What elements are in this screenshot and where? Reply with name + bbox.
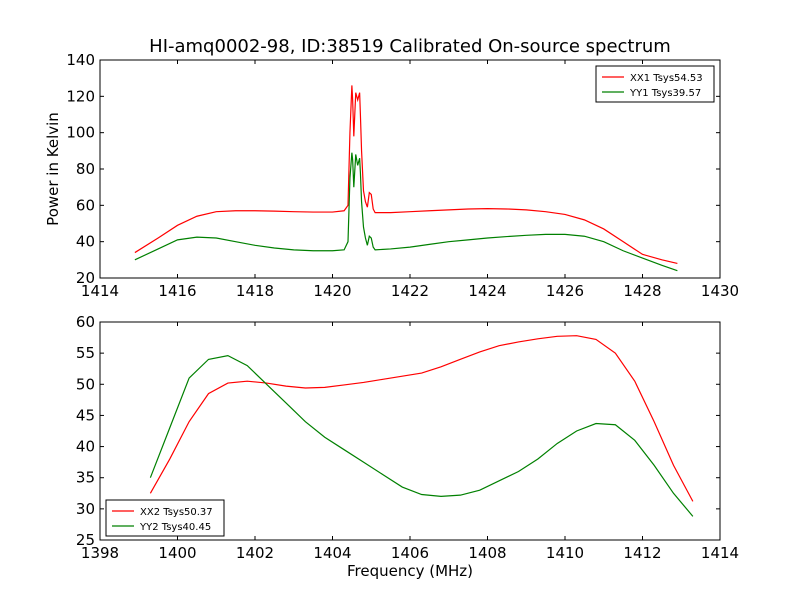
y-tick-label: 80	[76, 160, 95, 178]
series-line-yy	[149, 355, 694, 517]
x-axis-label: Frequency (MHz)	[347, 562, 473, 580]
y-tick-label: 60	[76, 313, 95, 331]
y-tick-label: 100	[66, 124, 95, 142]
x-tick-label: 1430	[701, 282, 739, 300]
legend-entry: YY2 Tsys40.45	[139, 522, 211, 533]
y-tick-label: 120	[66, 87, 95, 105]
x-tick-label: 1428	[623, 282, 661, 300]
y-tick-label: 40	[76, 438, 95, 456]
series-line-xx	[134, 85, 678, 265]
x-tick-label: 1418	[236, 282, 274, 300]
y-tick-label: 20	[76, 269, 95, 287]
x-tick-label: 1414	[81, 282, 119, 300]
x-tick-label: 1408	[468, 544, 506, 562]
y-tick-label: 60	[76, 196, 95, 214]
legend-box	[595, 65, 715, 103]
y-tick-label: 25	[76, 531, 95, 549]
y-tick-label: 140	[66, 51, 95, 69]
bottom-plot-panel: 1398 1400 1402 1404 1406 1408 1410 1412 1414 25 30…	[76, 313, 739, 562]
y-tick-label: 30	[76, 500, 95, 518]
y-tick-label: 55	[76, 344, 95, 362]
x-tick-label: 1402	[236, 544, 274, 562]
figure-title: HI-amq0002-98, ID:38519 Calibrated On-so…	[149, 36, 671, 57]
legend-box	[105, 499, 225, 537]
x-tick-label: 1412	[623, 544, 661, 562]
legend-entry: XX2 Tsys50.37	[140, 507, 213, 518]
x-tick-label: 1398	[81, 544, 119, 562]
x-tick-label: 1416	[158, 282, 196, 300]
y-tick-label: 40	[76, 233, 95, 251]
series-line-yy	[134, 152, 678, 272]
y-tick-label: 35	[76, 469, 95, 487]
legend-entry: YY1 Tsys39.57	[629, 88, 701, 99]
series-line-xx	[149, 335, 694, 502]
x-tick-label: 1410	[546, 544, 584, 562]
x-tick-label: 1422	[391, 282, 429, 300]
y-tick-label: 50	[76, 375, 95, 393]
x-tick-label: 1400	[158, 544, 196, 562]
x-tick-label: 1424	[468, 282, 506, 300]
legend: XX2 Tsys50.37 YY2 Tsys40.45	[105, 499, 225, 537]
x-tick-label: 1406	[391, 544, 429, 562]
x-tick-label: 1414	[701, 544, 739, 562]
y-tick-label: 45	[76, 406, 95, 424]
x-tick-label: 1420	[313, 282, 351, 300]
top-plot-panel: 1414 1416 1418 1420 1422 1424 1426 1428 1430 20 40…	[44, 51, 739, 300]
y-axis-label: Power in Kelvin	[44, 112, 62, 226]
x-tick-label: 1404	[313, 544, 351, 562]
legend: XX1 Tsys54.53 YY1 Tsys39.57	[595, 65, 715, 103]
x-tick-label: 1426	[546, 282, 584, 300]
legend-entry: XX1 Tsys54.53	[630, 73, 703, 84]
